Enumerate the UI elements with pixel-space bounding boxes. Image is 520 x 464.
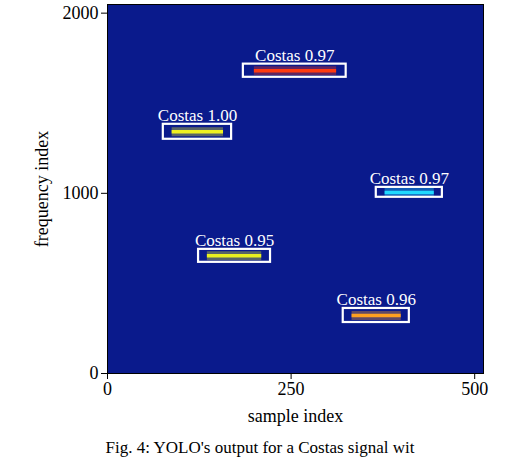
svg-text:1000: 1000 [63,183,99,203]
svg-text:2000: 2000 [63,3,99,23]
svg-text:0: 0 [103,379,112,399]
svg-text:Costas 1.00: Costas 1.00 [158,106,237,125]
svg-text:sample index: sample index [248,406,343,426]
svg-text:Costas 0.97: Costas 0.97 [255,46,335,65]
svg-text:500: 500 [461,379,488,399]
svg-text:Costas 0.97: Costas 0.97 [370,169,450,188]
svg-text:250: 250 [278,379,305,399]
svg-text:Costas 0.96: Costas 0.96 [337,290,416,309]
svg-text:frequency index: frequency index [32,131,52,247]
svg-text:0: 0 [90,363,99,383]
html-text:Fig. 4: YOLO's output for a Co: Fig. 4: YOLO's output for a Costas signa… [105,438,415,457]
svg-text:Costas 0.95: Costas 0.95 [195,231,274,250]
